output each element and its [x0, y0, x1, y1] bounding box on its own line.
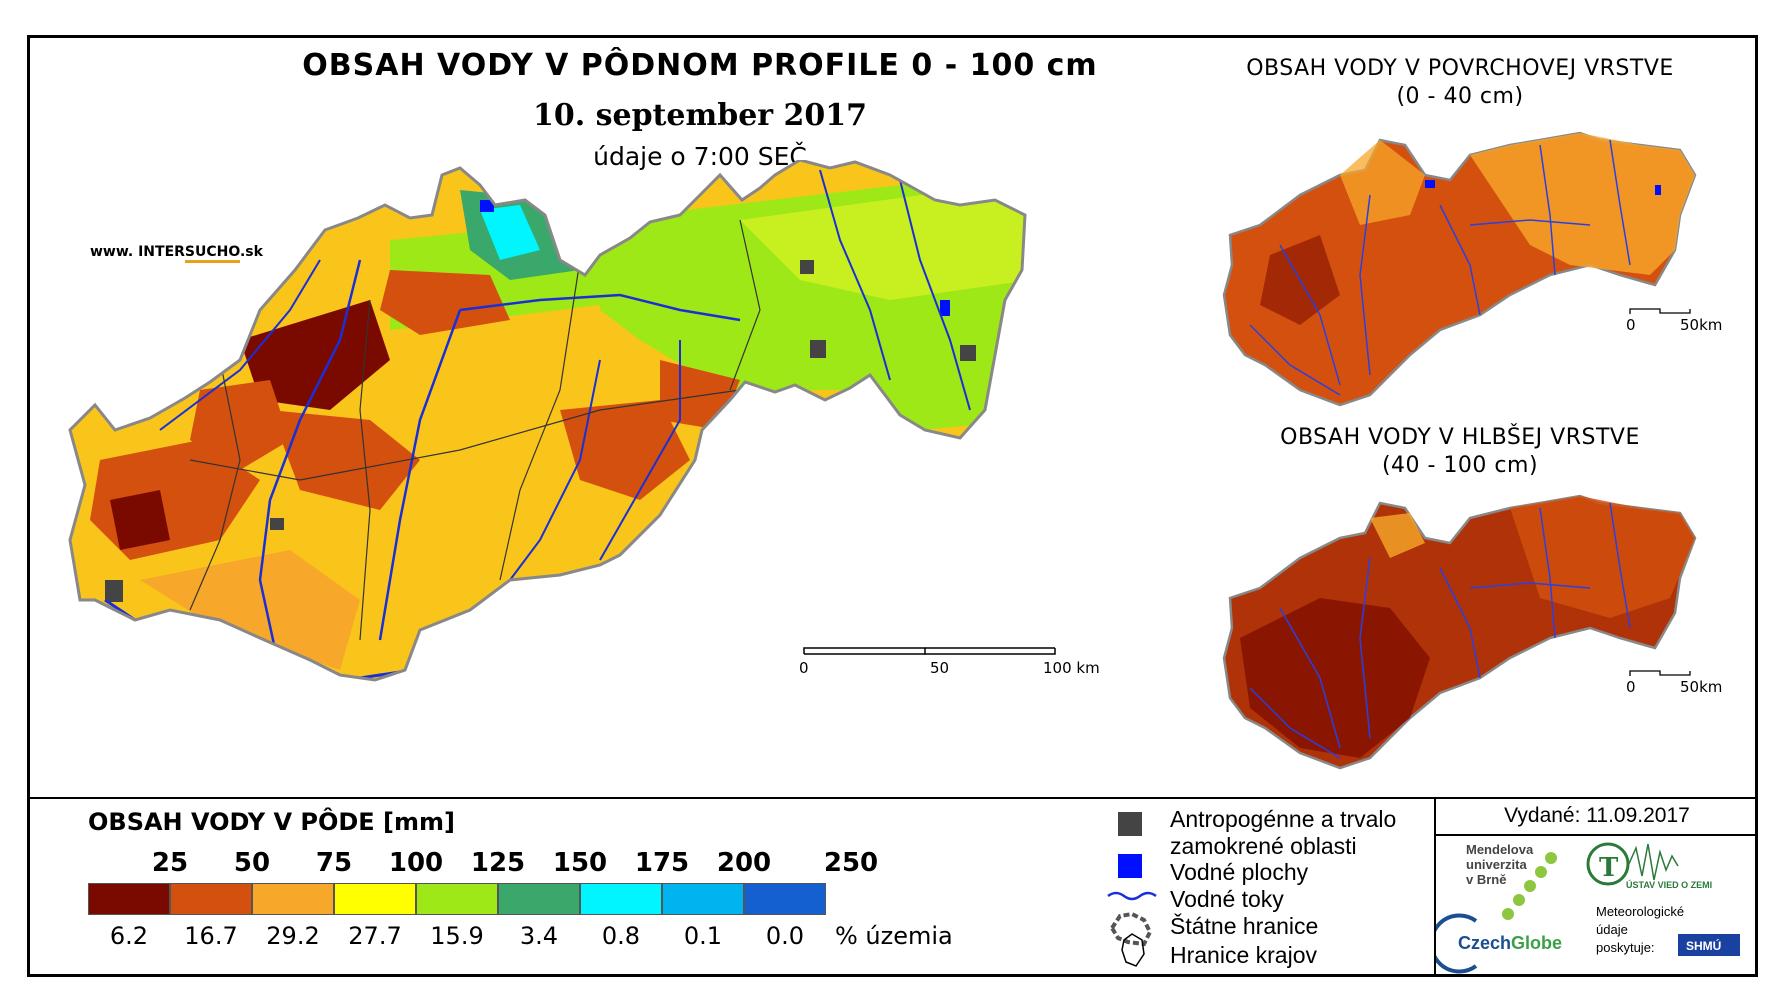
legend-percent-1: 16.7 [184, 922, 238, 950]
legend-threshold-4: 125 [470, 848, 526, 878]
legend-percent-5: 3.4 [519, 922, 559, 950]
legend-swatch-3 [334, 883, 416, 915]
main-soil-water-map [68, 160, 1027, 682]
anthropogenic-label-line1: Antropogénne a trvalo [1170, 806, 1396, 832]
anthropogenic-label-line2: zamokrené oblasti [1170, 833, 1357, 859]
legend-percent-2: 29.2 [266, 922, 320, 950]
state-border-label: Štátne hranice [1170, 912, 1318, 939]
svg-text:T: T [1599, 853, 1619, 883]
data-time: údaje o 7:00 SEČ [593, 142, 807, 171]
mendel-line3: v Brně [1466, 872, 1506, 887]
deep-map-title: OBSAH VODY V HLBŠEJ VRSTVE (40 - 100 cm) [1180, 425, 1740, 478]
legend-swatch-8 [744, 883, 826, 915]
meteo-line1: Meteorologické [1596, 904, 1684, 919]
surface-map-title: OBSAH VODY V POVRCHOVEJ VRSTVE (0 - 40 c… [1180, 56, 1740, 109]
mendel-dot-4 [1513, 894, 1525, 906]
deep-title-line2: (40 - 100 cm) [1381, 453, 1539, 478]
deep-title-line1: OBSAH VODY V HLBŠEJ VRSTVE [1280, 425, 1640, 450]
deep-scale-bar: 0 50km [1626, 670, 1722, 696]
meteo-line2: údaje [1596, 922, 1628, 937]
map-frame [27, 35, 1758, 977]
ustav-logo-icon [1586, 842, 1630, 886]
symbol-legend: Antropogénne a trvalo zamokrené oblasti … [1107, 806, 1396, 968]
website-suffix: .sk [239, 244, 263, 260]
legend-percent-8: 0.0 [765, 922, 805, 950]
water-body-label: Vodné plochy [1170, 859, 1309, 885]
region-border-symbol [1121, 933, 1145, 967]
legend-threshold-8: 250 [823, 848, 879, 878]
info-divider [1434, 798, 1436, 976]
website-highlight: SUCHO [184, 244, 240, 263]
deep-layer-map [1222, 494, 1697, 770]
anthropogenic-swatch [1118, 812, 1142, 836]
surface-title-line1: OBSAH VODY V POVRCHOVEJ VRSTVE [1246, 56, 1674, 81]
river-label: Vodné toky [1170, 886, 1284, 912]
deep-scale-tick-0: 0 [1626, 678, 1636, 696]
legend-title: OBSAH VODY V PÔDE [mm] [88, 808, 456, 836]
legend-percent-0: 6.2 [109, 922, 149, 950]
map-date: 10. september 2017 [532, 98, 868, 133]
shmu-label: SHMÚ [1686, 938, 1721, 953]
state-border-symbol [1109, 911, 1153, 947]
website-label[interactable]: www. INTERSUCHO.sk [90, 244, 263, 263]
legend-percent-3: 27.7 [348, 922, 402, 950]
institution-logos: Mendelova univerzita v Brně CzechGlobe T… [1436, 842, 1740, 974]
mendel-dot-5 [1502, 908, 1514, 920]
issued-date: Vydané: 11.09.2017 [1504, 804, 1690, 827]
czechglobe-logo: CzechGlobe [1458, 933, 1562, 953]
legend-threshold-1: 50 [233, 848, 271, 878]
river-symbol [1107, 891, 1157, 901]
main-scale-tick-100: 100 km [1043, 659, 1100, 677]
legend-swatch-0 [88, 883, 170, 915]
mendel-line1: Mendelova [1466, 842, 1534, 857]
legend-percent-6: 0.8 [601, 922, 641, 950]
legend-percent-7: 0.1 [683, 922, 723, 950]
main-title: OBSAH VODY V PÔDNOM PROFILE 0 - 100 cm [302, 48, 1098, 83]
legend-swatch-2 [252, 883, 334, 915]
legend-threshold-7: 200 [716, 848, 772, 878]
website-prefix: www. INTER [90, 244, 185, 260]
main-scale-bar: 0 50 100 km [799, 647, 1100, 677]
legend-divider [27, 797, 1758, 799]
legend-percent-4: 15.9 [430, 922, 484, 950]
legend-threshold-5: 150 [552, 848, 608, 878]
legend-threshold-3: 100 [388, 848, 444, 878]
legend-swatch-5 [498, 883, 580, 915]
mendel-dot-3 [1524, 880, 1536, 892]
surface-scale-tick-50: 50km [1680, 316, 1722, 334]
legend-threshold-6: 175 [634, 848, 690, 878]
main-scale-tick-0: 0 [799, 659, 809, 677]
meteo-line3: poskytuje: [1596, 940, 1655, 955]
region-border-label: Hranice krajov [1170, 942, 1317, 968]
mendel-dot-1 [1545, 852, 1557, 864]
issued-divider [1436, 834, 1758, 836]
legend-swatch-6 [580, 883, 662, 915]
ustav-label: ÚSTAV VIED O ZEMI [1626, 879, 1712, 890]
shmu-logo-icon [1678, 934, 1740, 956]
mendel-line2: univerzita [1466, 857, 1527, 872]
surface-title-line2: (0 - 40 cm) [1396, 84, 1524, 109]
surface-scale-tick-0: 0 [1626, 316, 1636, 334]
surface-scale-bar: 0 50km [1626, 308, 1722, 334]
surface-layer-map [1222, 131, 1697, 407]
legend-threshold-2: 75 [315, 848, 353, 878]
percent-unit-label: % územia [835, 922, 953, 950]
deep-scale-tick-50: 50km [1680, 678, 1722, 696]
water-body-swatch [1118, 854, 1142, 878]
legend-swatch-1 [170, 883, 252, 915]
main-scale-tick-50: 50 [930, 659, 949, 677]
mendel-dot-2 [1535, 866, 1547, 878]
legend-swatch-4 [416, 883, 498, 915]
legend-swatch-7 [662, 883, 744, 915]
czechglobe-arc-icon [1436, 913, 1478, 974]
legend-threshold-0: 25 [151, 848, 189, 878]
